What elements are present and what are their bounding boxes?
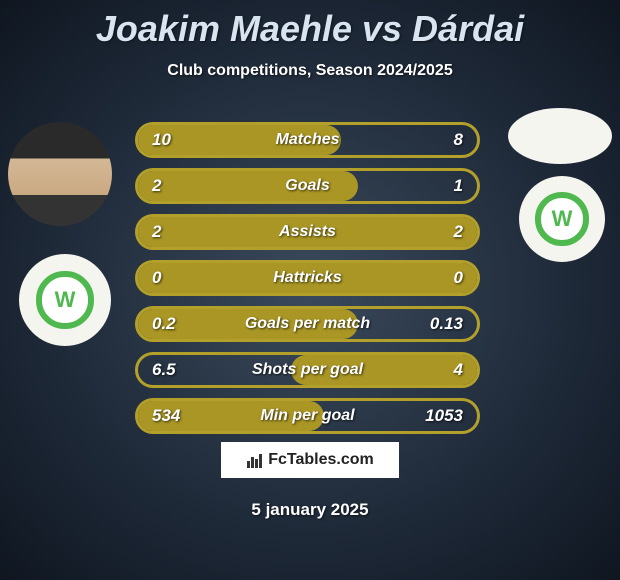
stat-value-right: 4 (423, 360, 463, 380)
stat-row: 534Min per goal1053 (135, 398, 480, 434)
stat-row: 10Matches8 (135, 122, 480, 158)
stat-value-right: 0 (423, 268, 463, 288)
chart-icon (246, 451, 264, 469)
player-right-avatar (508, 108, 612, 164)
stat-row: 2Assists2 (135, 214, 480, 250)
stat-value-right: 2 (423, 222, 463, 242)
wolfsburg-logo-icon: W (36, 271, 93, 328)
comparison-title: Joakim Maehle vs Dárdai (0, 0, 620, 50)
club-right-badge: W (519, 176, 605, 262)
stat-value-right: 1053 (423, 406, 463, 426)
player-face-placeholder (8, 122, 112, 226)
brand-text: FcTables.com (268, 451, 374, 469)
wolfsburg-logo-icon: W (535, 192, 588, 245)
club-left-badge: W (19, 254, 111, 346)
stat-value-right: 0.13 (423, 314, 463, 334)
subtitle: Club competitions, Season 2024/2025 (0, 62, 620, 80)
stat-row: 0.2Goals per match0.13 (135, 306, 480, 342)
stats-container: 10Matches8 2Goals1 2Assists2 0Hattricks0 0.2… (135, 122, 480, 444)
stat-row: 6.5Shots per goal4 (135, 352, 480, 388)
stat-row: 2Goals1 (135, 168, 480, 204)
stat-row: 0Hattricks0 (135, 260, 480, 296)
player-left-avatar (8, 122, 112, 226)
stat-value-right: 1 (423, 176, 463, 196)
brand-attribution: FcTables.com (221, 442, 399, 478)
date-label: 5 january 2025 (0, 500, 620, 520)
stat-value-right: 8 (423, 130, 463, 150)
